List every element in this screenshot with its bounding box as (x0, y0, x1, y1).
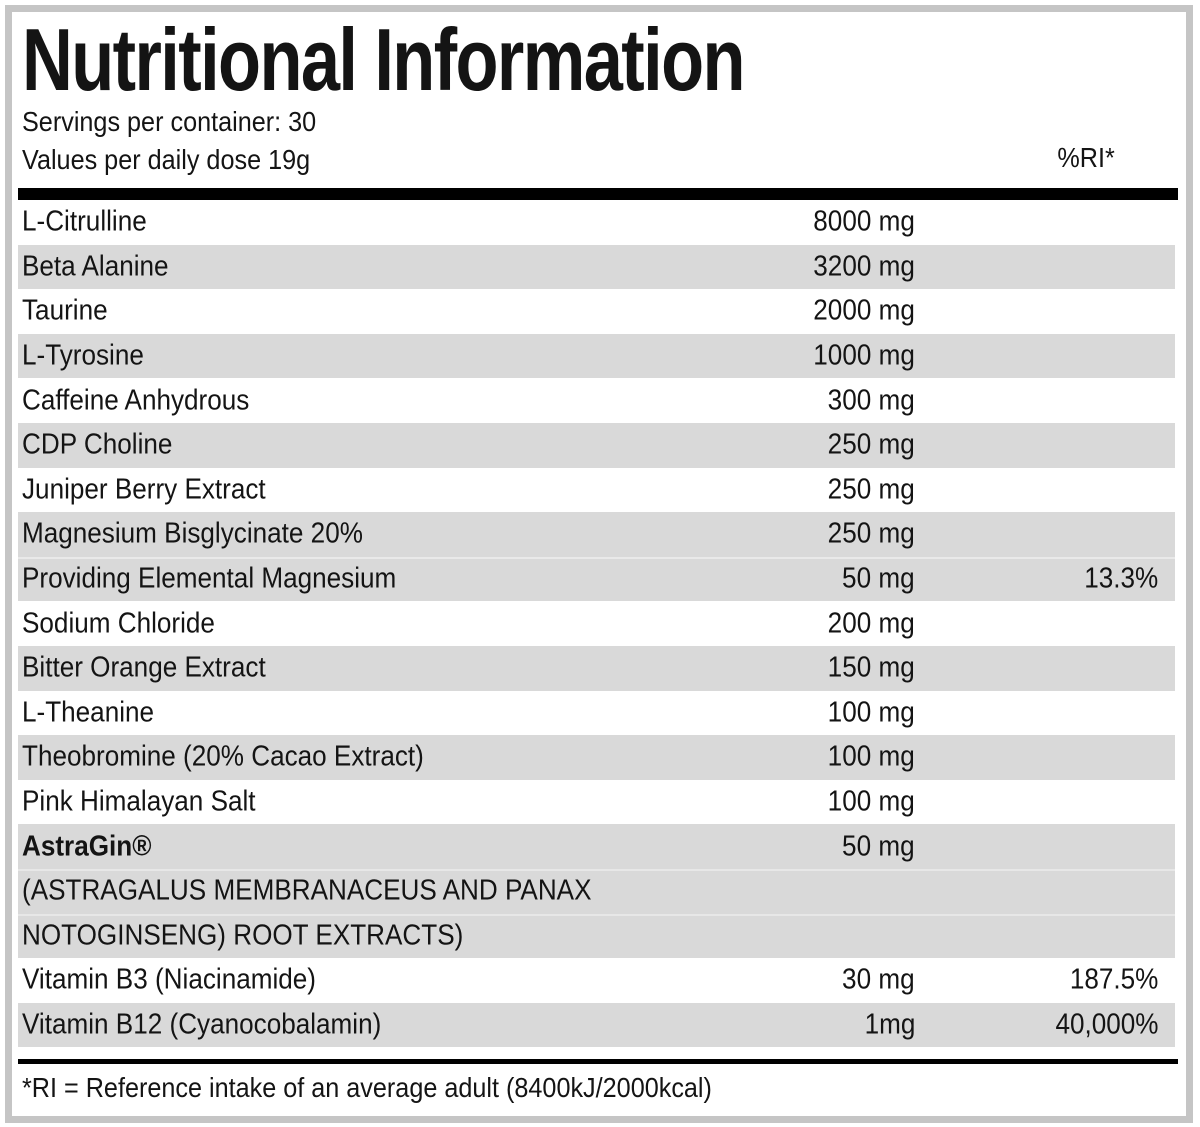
table-row: Juniper Berry Extract 250 mg (18, 468, 1175, 513)
table-row: L-Theanine 100 mg (18, 691, 1175, 736)
ingredient-name: Theobromine (20% Cacao Extract) (22, 740, 424, 773)
page-title: Nutritional Information (22, 10, 746, 109)
table-row-main-line: Beta Alanine 3200 mg (18, 245, 1175, 290)
table-row: AstraGin® 50 mg (ASTRAGALUS MEMBRANACEUS… (18, 824, 1175, 959)
ingredient-name: Providing Elemental Magnesium (22, 562, 397, 595)
table-row-main-line: Theobromine (20% Cacao Extract) 100 mg (18, 735, 1175, 780)
ingredient-name: Magnesium Bisglycinate 20% (22, 517, 363, 550)
ingredient-amount: 250 mg (827, 428, 915, 461)
table-row-main-line: Pink Himalayan Salt 100 mg (18, 780, 1175, 825)
table-row-main-line: Magnesium Bisglycinate 20% 250 mg (18, 512, 1175, 557)
table-row: Bitter Orange Extract 150 mg (18, 645, 1175, 691)
table-row: Magnesium Bisglycinate 20% 250 mg (18, 512, 1175, 557)
ingredient-ri-value: 40,000% (1054, 1008, 1158, 1041)
table-row: Taurine 2000 mg (18, 289, 1175, 334)
ingredient-name: AstraGin® (22, 830, 152, 863)
ingredient-name: Juniper Berry Extract (22, 473, 266, 506)
ingredient-amount: 150 mg (827, 651, 915, 684)
ingredient-subline-text: (ASTRAGALUS MEMBRANACEUS AND PANAX (22, 874, 592, 907)
ingredient-amount: 1mg (864, 1008, 915, 1041)
table-row-main-line: AstraGin® 50 mg (18, 824, 1175, 869)
ingredient-name: Vitamin B12 (Cyanocobalamin) (22, 1008, 382, 1041)
header-divider (18, 188, 1178, 200)
table-row: Vitamin B12 (Cyanocobalamin) 1mg 40,000% (18, 1002, 1175, 1048)
table-row: Caffeine Anhydrous 300 mg (18, 378, 1175, 423)
ingredient-amount: 250 mg (827, 473, 915, 506)
table-row-main-line: Taurine 2000 mg (18, 289, 1175, 334)
footer-divider (18, 1059, 1178, 1064)
ingredient-name: Vitamin B3 (Niacinamide) (22, 963, 316, 996)
table-row: Providing Elemental Magnesium 50 mg 13.3… (18, 556, 1175, 602)
table-row-main-line: Sodium Chloride 200 mg (18, 601, 1175, 646)
table-row-main-line: Juniper Berry Extract 250 mg (18, 468, 1175, 513)
ingredient-name: Beta Alanine (22, 250, 169, 283)
ingredient-subline: NOTOGINSENG) ROOT EXTRACTS) (18, 914, 1175, 959)
ingredient-amount: 8000 mg (813, 205, 915, 238)
table-row: Pink Himalayan Salt 100 mg (18, 780, 1175, 825)
table-row-main-line: Vitamin B3 (Niacinamide) 30 mg 187.5% (18, 958, 1175, 1003)
table-row: Vitamin B3 (Niacinamide) 30 mg 187.5% (18, 958, 1175, 1003)
ingredient-amount: 1000 mg (813, 339, 915, 372)
ingredient-name: L-Citrulline (22, 205, 147, 238)
table-row-main-line: L-Tyrosine 1000 mg (18, 334, 1175, 379)
ingredient-name: Pink Himalayan Salt (22, 785, 256, 818)
ingredient-ri-value: 13.3% (1083, 562, 1158, 595)
ingredient-amount: 250 mg (827, 517, 915, 550)
ingredient-amount: 100 mg (827, 696, 915, 729)
table-row-main-line: L-Citrulline 8000 mg (18, 200, 1175, 245)
ingredient-ri-value: 187.5% (1069, 963, 1158, 996)
ingredient-amount: 50 mg (842, 830, 915, 863)
table-row: Theobromine (20% Cacao Extract) 100 mg (18, 735, 1175, 780)
table-row-main-line: Bitter Orange Extract 150 mg (18, 646, 1175, 691)
ri-footnote: *RI = Reference intake of an average adu… (22, 1072, 712, 1103)
ingredient-subline-text: NOTOGINSENG) ROOT EXTRACTS) (22, 919, 464, 952)
table-row-main-line: Vitamin B12 (Cyanocobalamin) 1mg 40,000% (18, 1003, 1175, 1048)
ingredient-amount: 100 mg (827, 740, 915, 773)
ingredient-name: Sodium Chloride (22, 607, 215, 640)
table-row: L-Tyrosine 1000 mg (18, 333, 1175, 379)
values-per-dose-line: Values per daily dose 19g (22, 144, 311, 175)
ingredient-name: Bitter Orange Extract (22, 651, 266, 684)
ingredient-name: Caffeine Anhydrous (22, 384, 250, 417)
table-row: Beta Alanine 3200 mg (18, 244, 1175, 290)
table-row-main-line: L-Theanine 100 mg (18, 691, 1175, 736)
ingredient-amount: 100 mg (827, 785, 915, 818)
servings-per-container-line: Servings per container: 30 (22, 106, 317, 137)
ingredient-name: L-Theanine (22, 696, 155, 729)
ingredient-name: Taurine (22, 294, 108, 327)
ingredient-amount: 50 mg (842, 562, 915, 595)
ingredient-amount: 200 mg (827, 607, 915, 640)
ingredient-subline: (ASTRAGALUS MEMBRANACEUS AND PANAX (18, 869, 1175, 914)
table-row: L-Citrulline 8000 mg (18, 200, 1175, 245)
ingredient-amount: 2000 mg (813, 294, 915, 327)
ingredient-amount: 300 mg (827, 384, 915, 417)
table-row: Sodium Chloride 200 mg (18, 601, 1175, 646)
ingredient-table: L-Citrulline 8000 mg Beta Alanine 3200 m… (18, 200, 1175, 1048)
ingredient-name: CDP Choline (22, 428, 173, 461)
table-row: CDP Choline 250 mg (18, 422, 1175, 468)
table-row-main-line: Caffeine Anhydrous 300 mg (18, 378, 1175, 423)
table-row-main-line: Providing Elemental Magnesium 50 mg 13.3… (18, 557, 1175, 602)
table-row-main-line: CDP Choline 250 mg (18, 423, 1175, 468)
ingredient-amount: 3200 mg (813, 250, 915, 283)
ri-column-header: %RI* (1057, 142, 1115, 173)
ingredient-amount: 30 mg (842, 963, 915, 996)
ingredient-name: L-Tyrosine (22, 339, 144, 372)
